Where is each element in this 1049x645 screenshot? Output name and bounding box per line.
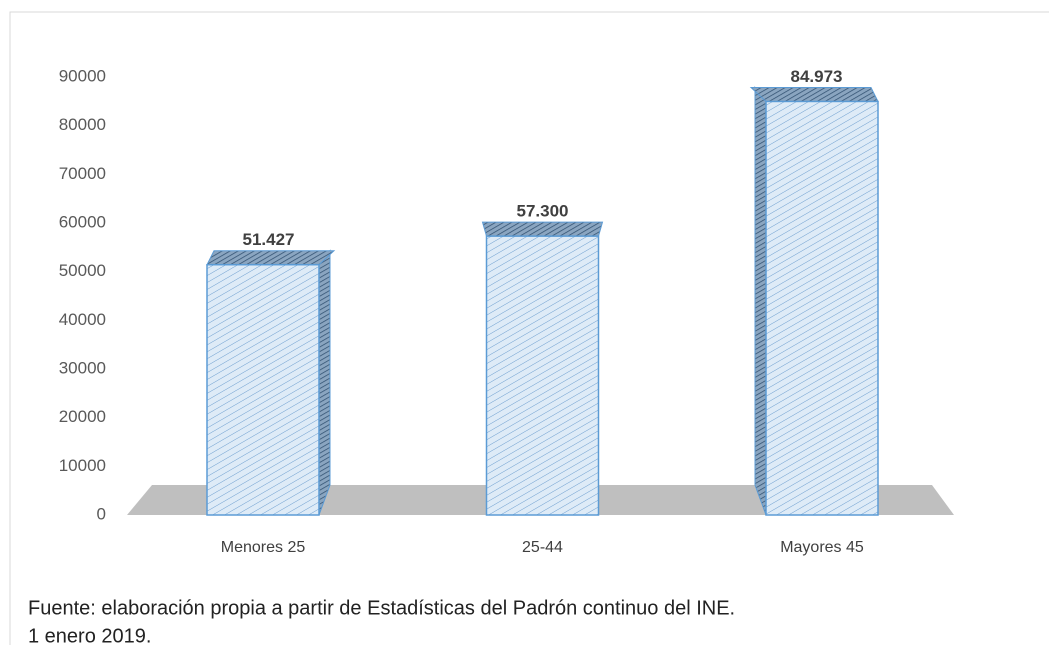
source-note: Fuente: elaboración propia a partir de E… [28,597,735,619]
y-tick-label: 90000 [59,66,106,85]
data-label: 84.973 [791,67,843,86]
x-tick-label: Mayores 45 [780,539,864,556]
x-tick-label: Menores 25 [221,539,306,556]
x-tick-label: 25-44 [522,539,563,556]
y-tick-label: 10000 [59,456,106,475]
bar-top [206,250,336,266]
bar-top [481,221,604,237]
y-tick-label: 60000 [59,212,106,231]
y-tick-label: 50000 [59,261,106,280]
bar [206,263,320,516]
y-tick-label: 70000 [59,164,106,183]
bar-top [749,86,879,102]
y-tick-label: 0 [97,504,106,523]
chart-border [9,11,1049,645]
y-tick-label: 20000 [59,407,106,426]
bar-side [318,249,331,516]
bar [765,100,879,516]
y-tick-label: 30000 [59,358,106,377]
data-label: 51.427 [243,230,295,249]
data-label: 57.300 [517,202,569,221]
y-tick-label: 40000 [59,310,106,329]
y-tick-label: 80000 [59,115,106,134]
bar-side [754,86,767,516]
source-note: 1 enero 2019. [28,625,151,645]
bar [485,235,600,516]
